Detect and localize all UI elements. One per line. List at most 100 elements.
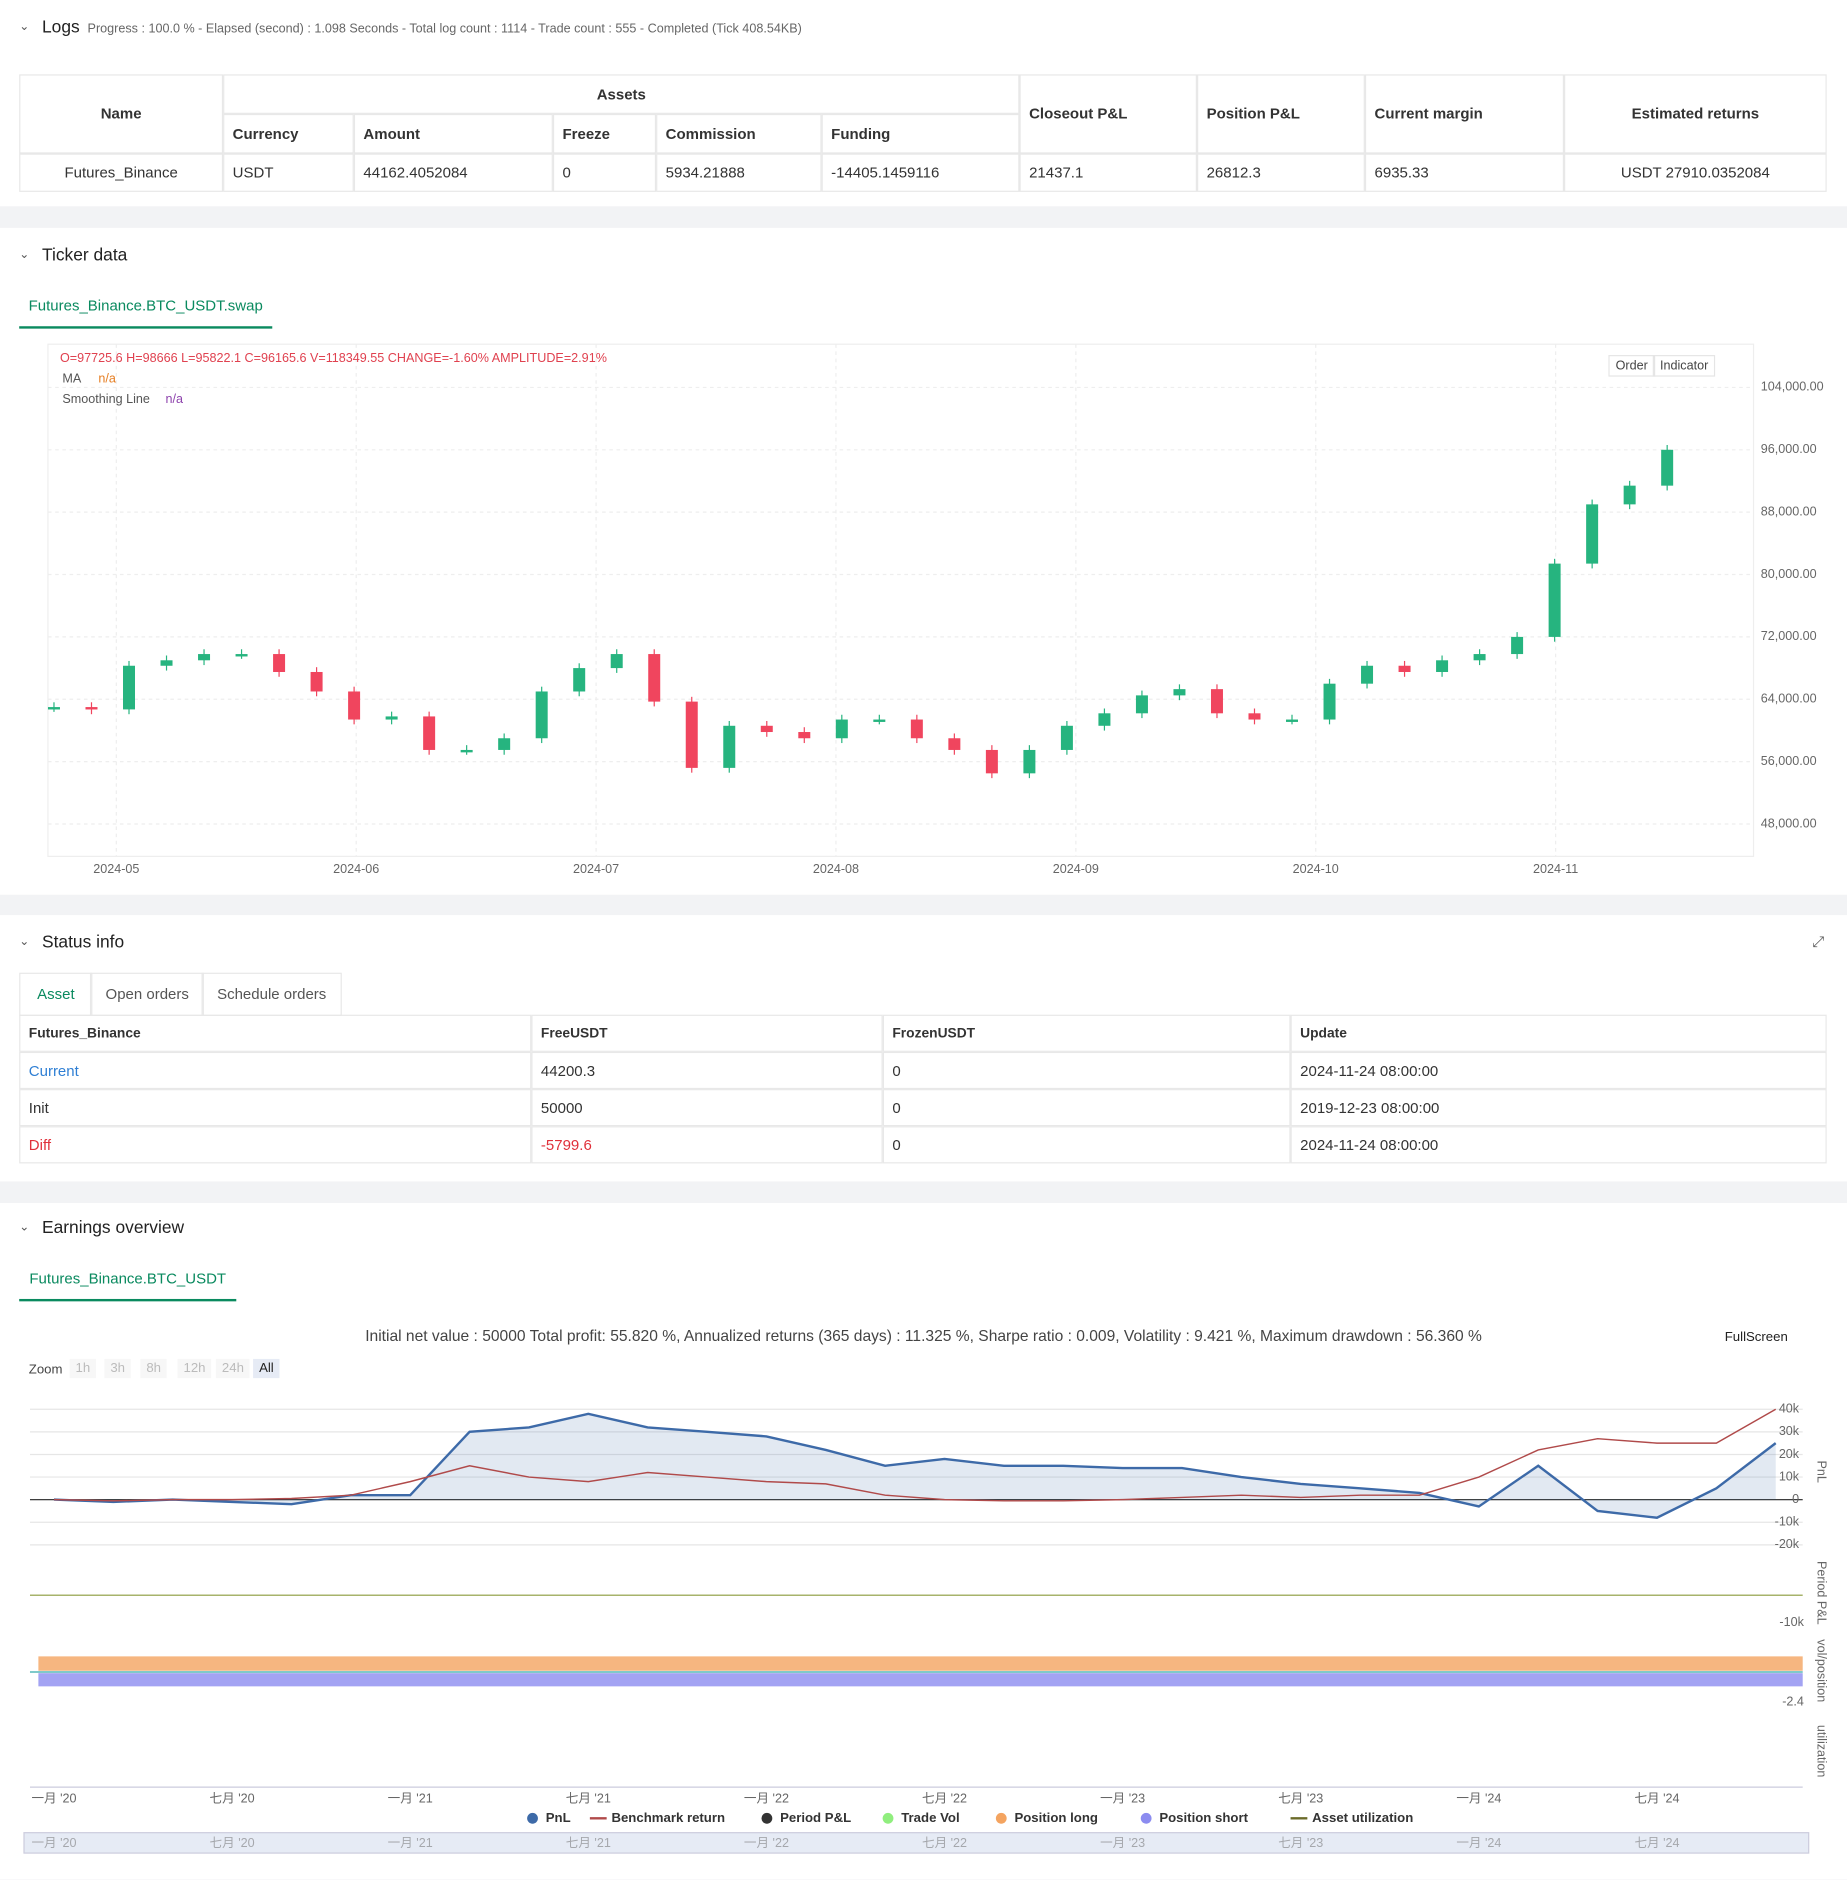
candle — [198, 654, 211, 661]
earnings-card — [0, 1202, 1847, 1880]
table-cell: Futures_Binance — [19, 153, 224, 192]
tab[interactable]: Futures_Binance.BTC_USDT — [19, 1258, 237, 1302]
y-tick-label: 64,000.00 — [1761, 692, 1817, 706]
candle — [1023, 749, 1036, 774]
candle — [1323, 683, 1336, 720]
x-tick-label: 一月 '22 — [744, 1791, 789, 1805]
tab[interactable]: Schedule orders — [201, 972, 342, 1016]
zoom-button[interactable]: 3h — [104, 1358, 132, 1379]
candle — [535, 691, 548, 739]
navigator-label: 一月 '24 — [1456, 1836, 1501, 1850]
axis-title: PnL — [1814, 1460, 1828, 1482]
x-tick-label: 2024-08 — [813, 862, 859, 876]
legend-label[interactable]: Position short — [1159, 1810, 1248, 1825]
candle — [47, 707, 60, 710]
y-tick-label: 10k — [1779, 1469, 1800, 1483]
header-cell: Funding — [821, 113, 1020, 154]
y-tick-label: 96,000.00 — [1761, 442, 1817, 456]
table-cell: 0 — [882, 1089, 1291, 1127]
zoom-button[interactable]: 24h — [215, 1358, 250, 1379]
navigator-label: 一月 '21 — [388, 1836, 433, 1850]
candle — [1173, 689, 1186, 696]
candle — [85, 707, 98, 710]
table-cell: 2024-11-24 08:00:00 — [1290, 1126, 1827, 1164]
x-tick-label: 七月 '24 — [1634, 1791, 1679, 1805]
x-tick-label: 一月 '23 — [1100, 1791, 1145, 1805]
legend-label[interactable]: Asset utilization — [1312, 1810, 1413, 1825]
zoom-button[interactable]: 12h — [177, 1358, 212, 1379]
table-cell: Init — [19, 1089, 532, 1127]
position-short-band — [38, 1673, 1803, 1687]
status-card — [0, 915, 1847, 1182]
x-tick-label: 一月 '20 — [31, 1791, 76, 1805]
section-title: Logs — [41, 17, 80, 38]
candle — [123, 665, 136, 710]
header-cell: Currency — [223, 113, 354, 154]
y-tick-label: 30k — [1779, 1424, 1800, 1438]
chart-button[interactable]: Order — [1608, 355, 1655, 377]
collapse-icon[interactable]: ⌄ — [19, 248, 30, 262]
table-cell: 2024-11-24 08:00:00 — [1290, 1051, 1827, 1090]
ohlc-info: O=97725.6 H=98666 L=95822.1 C=96165.6 V=… — [59, 351, 607, 366]
candle — [685, 701, 698, 768]
indicator-value: n/a — [165, 392, 184, 407]
x-tick-label: 七月 '22 — [922, 1791, 967, 1805]
fullscreen-button[interactable]: FullScreen — [1724, 1330, 1788, 1345]
axis-title: utilization — [1814, 1725, 1828, 1777]
legend-marker — [995, 1812, 1007, 1824]
zoom-button[interactable]: 1h — [69, 1358, 97, 1379]
candle — [460, 749, 473, 753]
tab[interactable]: Futures_Binance.BTC_USDT.swap — [19, 285, 273, 329]
header-cell: Current margin — [1364, 74, 1565, 154]
navigator-label: 一月 '22 — [744, 1836, 789, 1850]
candle — [760, 725, 773, 733]
collapse-icon[interactable]: ⌄ — [19, 935, 30, 949]
position-long-band — [38, 1656, 1803, 1671]
table-cell: 26812.3 — [1197, 153, 1365, 192]
y-tick-label: 56,000.00 — [1761, 754, 1817, 768]
chart-button[interactable]: Indicator — [1652, 355, 1716, 377]
legend-label[interactable]: Period P&L — [780, 1810, 851, 1825]
indicator-name: MA — [62, 371, 82, 387]
collapse-icon[interactable]: ⌄ — [19, 20, 30, 34]
zoom-label: Zoom — [28, 1362, 63, 1377]
series-line — [53, 1412, 1777, 1519]
candle — [1361, 665, 1374, 684]
candle — [648, 654, 661, 702]
header-cell: Freeze — [552, 113, 657, 154]
candle — [835, 719, 848, 739]
legend-label[interactable]: Trade Vol — [901, 1810, 959, 1825]
legend-label[interactable]: Position long — [1014, 1810, 1098, 1825]
navigator-label: 七月 '23 — [1278, 1836, 1323, 1850]
zoom-button[interactable]: All — [253, 1358, 280, 1379]
candle — [1135, 695, 1148, 714]
expand-icon[interactable]: ⤢ — [1812, 933, 1825, 950]
legend-marker — [527, 1812, 538, 1824]
y-tick-label: 80,000.00 — [1761, 567, 1817, 581]
candle — [273, 654, 286, 672]
candle — [423, 716, 436, 750]
x-tick-label: 2024-05 — [93, 862, 139, 876]
x-tick-label: 一月 '24 — [1456, 1791, 1501, 1805]
legend-label[interactable]: PnL — [546, 1810, 571, 1825]
candle — [1586, 504, 1599, 564]
zoom-button[interactable]: 8h — [140, 1358, 168, 1379]
section-title: Status info — [41, 933, 125, 953]
legend-label[interactable]: Benchmark return — [611, 1810, 725, 1825]
table-cell: 44162.4052084 — [353, 153, 553, 192]
collapse-icon[interactable]: ⌄ — [19, 1220, 30, 1235]
candle — [1436, 660, 1449, 672]
candle — [385, 716, 398, 720]
plot-border — [47, 343, 1755, 857]
tab[interactable]: Open orders — [89, 972, 205, 1016]
tab[interactable]: Asset — [19, 972, 93, 1016]
ticker-card — [0, 227, 1847, 895]
legend-marker — [761, 1812, 773, 1824]
table-cell: 2019-12-23 08:00:00 — [1290, 1089, 1827, 1127]
header-cell: Estimated returns — [1564, 74, 1827, 154]
navigator-label: 七月 '20 — [210, 1836, 255, 1850]
navigator-label: 七月 '21 — [566, 1836, 611, 1850]
candle — [948, 738, 961, 750]
